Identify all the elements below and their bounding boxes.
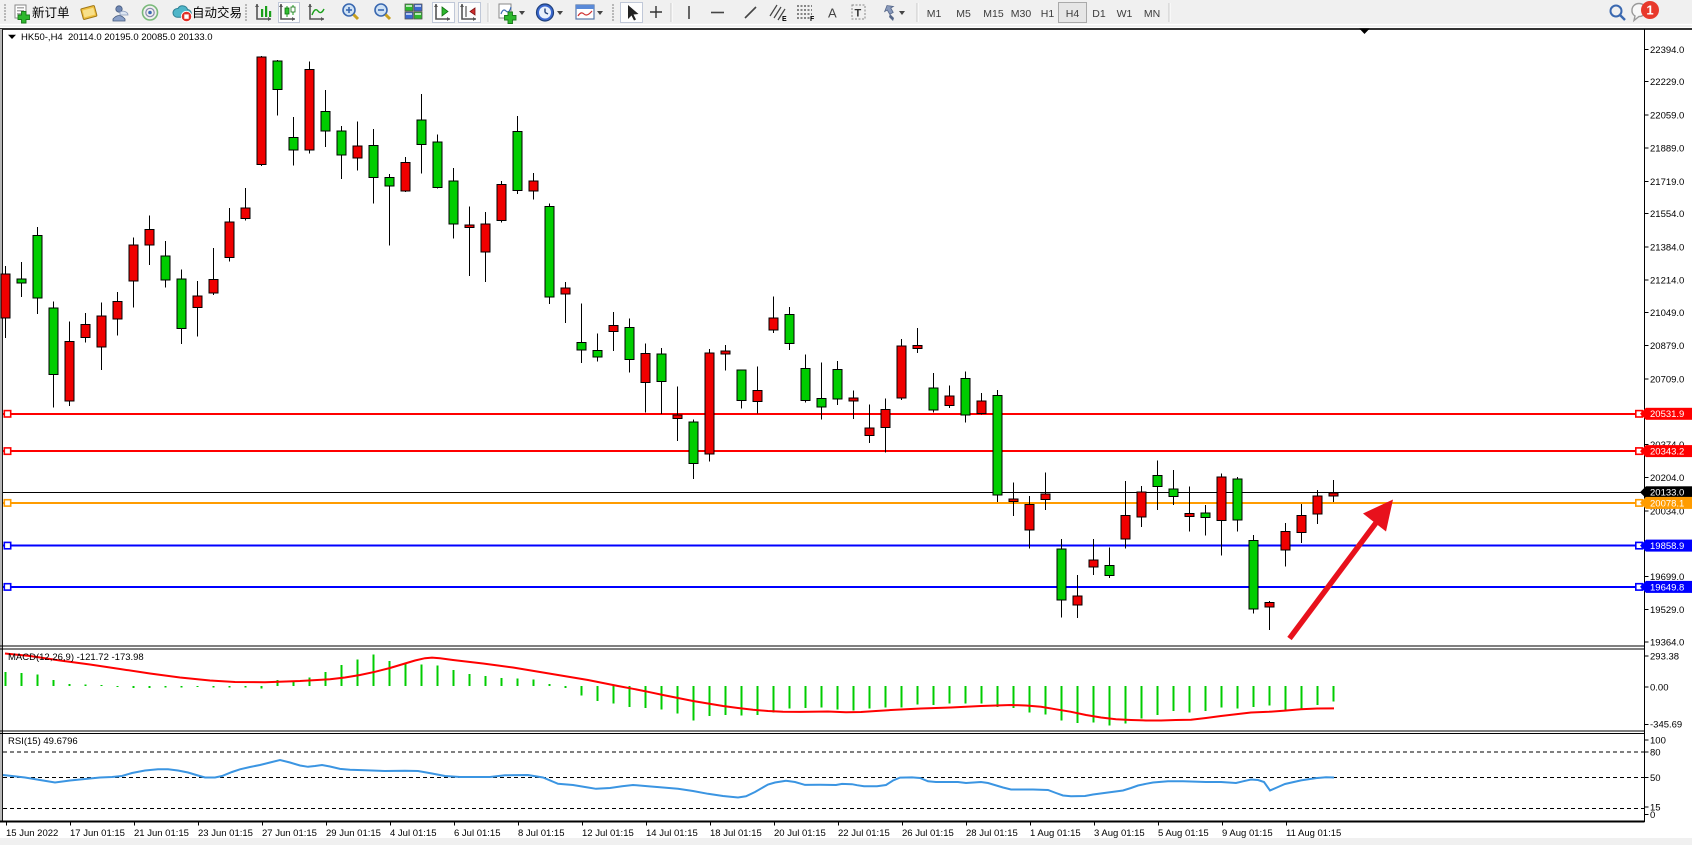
svg-text:20133.0: 20133.0 [1650,488,1684,499]
svg-text:22394.0: 22394.0 [1650,45,1684,56]
svg-text:MACD(12,26,9) -121.72 -173.98: MACD(12,26,9) -121.72 -173.98 [8,652,144,663]
svg-text:19649.8: 19649.8 [1650,582,1684,593]
svg-text:8 Jul 01:15: 8 Jul 01:15 [518,828,564,839]
svg-text:MN: MN [1144,8,1160,20]
svg-text:21049.0: 21049.0 [1650,308,1684,319]
svg-text:M15: M15 [983,8,1004,20]
svg-text:3 Aug 01:15: 3 Aug 01:15 [1094,828,1145,839]
svg-text:19858.9: 19858.9 [1650,541,1684,552]
svg-text:293.38: 293.38 [1650,651,1679,662]
svg-text:A: A [828,6,837,21]
svg-text:6 Jul 01:15: 6 Jul 01:15 [454,828,500,839]
svg-text:4 Jul 01:15: 4 Jul 01:15 [390,828,436,839]
svg-text:26 Jul 01:15: 26 Jul 01:15 [902,828,954,839]
svg-text:21384.0: 21384.0 [1650,242,1684,253]
svg-text:100: 100 [1650,735,1666,746]
svg-text:新订单: 新订单 [32,5,70,20]
svg-text:自动交易: 自动交易 [192,5,242,20]
svg-text:28 Jul 01:15: 28 Jul 01:15 [966,828,1018,839]
svg-text:1: 1 [1646,3,1653,18]
svg-text:HK50-,H4 20114.0 20195.0 2008: HK50-,H4 20114.0 20195.0 20085.0 20133.0 [21,32,213,43]
svg-text:19529.0: 19529.0 [1650,605,1684,616]
svg-text:15 Jun 2022: 15 Jun 2022 [6,828,58,839]
svg-text:M1: M1 [927,8,942,20]
svg-text:20204.0: 20204.0 [1650,473,1684,484]
svg-text:9 Aug 01:15: 9 Aug 01:15 [1222,828,1273,839]
svg-text:E: E [782,16,787,23]
svg-text:80: 80 [1650,747,1661,758]
svg-text:21214.0: 21214.0 [1650,276,1684,287]
svg-text:5 Aug 01:15: 5 Aug 01:15 [1158,828,1209,839]
svg-text:21719.0: 21719.0 [1650,177,1684,188]
svg-text:0.00: 0.00 [1650,682,1669,693]
svg-text:27 Jun 01:15: 27 Jun 01:15 [262,828,317,839]
svg-text:W1: W1 [1117,8,1133,20]
svg-text:22 Jul 01:15: 22 Jul 01:15 [838,828,890,839]
svg-text:-345.69: -345.69 [1650,720,1682,731]
svg-text:20034.0: 20034.0 [1650,506,1684,517]
svg-text:17 Jun 01:15: 17 Jun 01:15 [70,828,125,839]
svg-text:11 Aug 01:15: 11 Aug 01:15 [1286,828,1341,839]
svg-text:14 Jul 01:15: 14 Jul 01:15 [646,828,698,839]
svg-text:F: F [810,16,815,23]
svg-text:20879.0: 20879.0 [1650,341,1684,352]
svg-text:21554.0: 21554.0 [1650,209,1684,220]
svg-text:M5: M5 [956,8,971,20]
svg-text:1 Aug 01:15: 1 Aug 01:15 [1030,828,1081,839]
svg-text:20531.9: 20531.9 [1650,409,1684,420]
svg-text:20078.1: 20078.1 [1650,498,1684,509]
svg-text:RSI(15) 49.6796: RSI(15) 49.6796 [8,736,78,747]
svg-text:22229.0: 22229.0 [1650,77,1684,88]
svg-text:20 Jul 01:15: 20 Jul 01:15 [774,828,826,839]
svg-text:23 Jun 01:15: 23 Jun 01:15 [198,828,253,839]
svg-text:12 Jul 01:15: 12 Jul 01:15 [582,828,634,839]
svg-text:15: 15 [1650,802,1661,813]
svg-text:21 Jun 01:15: 21 Jun 01:15 [134,828,189,839]
svg-text:H1: H1 [1041,8,1055,20]
svg-text:M30: M30 [1011,8,1032,20]
svg-text:20709.0: 20709.0 [1650,374,1684,385]
svg-text:0: 0 [1650,810,1655,821]
svg-text:18 Jul 01:15: 18 Jul 01:15 [710,828,762,839]
svg-text:19364.0: 19364.0 [1650,637,1684,648]
svg-text:50: 50 [1650,773,1661,784]
svg-text:19699.0: 19699.0 [1650,572,1684,583]
svg-text:H4: H4 [1066,8,1080,20]
svg-text:22059.0: 22059.0 [1650,110,1684,121]
svg-text:29 Jun 01:15: 29 Jun 01:15 [326,828,381,839]
svg-text:20343.2: 20343.2 [1650,447,1684,458]
svg-text:21889.0: 21889.0 [1650,144,1684,155]
svg-text:D1: D1 [1092,8,1106,20]
svg-text:T: T [855,8,862,20]
